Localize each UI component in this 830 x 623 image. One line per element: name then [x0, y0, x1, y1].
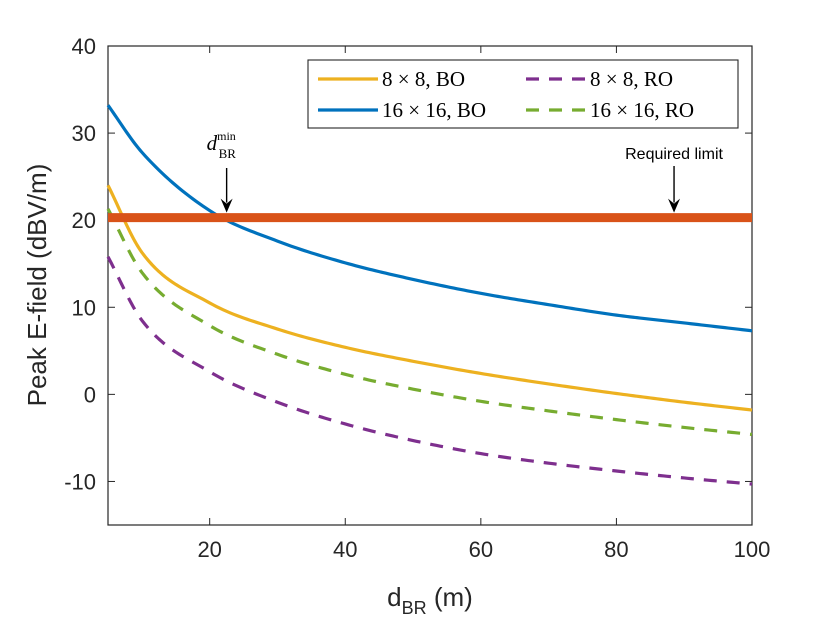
series-line-2	[106, 256, 753, 486]
series-layer	[106, 104, 753, 486]
series-line-3	[106, 208, 753, 437]
x-tick-label-4: 100	[734, 537, 771, 562]
x-tick-label-3: 80	[604, 537, 628, 562]
y-tick-label-0: -10	[64, 469, 96, 494]
plot-frame	[107, 45, 753, 526]
y-tick-label-2: 10	[72, 295, 96, 320]
legend-label-3: 16 × 16, RO	[590, 98, 694, 122]
dmin-arrow-head	[220, 198, 233, 213]
axis-ticks	[107, 45, 753, 526]
y-axis-label: Peak E-field (dBV/m)	[22, 164, 52, 407]
dmin-label: dmin	[207, 129, 236, 155]
x-axis-label-sub: BR	[402, 598, 427, 618]
legend-label-0: 8 × 8, BO	[382, 67, 465, 91]
x-tick-label-0: 20	[197, 537, 221, 562]
axis-tick-labels: 20 40 60 80 100 -10 0 10 20 30 40	[64, 34, 770, 562]
dmin-label-sup: min	[217, 129, 236, 143]
required-limit-arrow-head	[668, 198, 681, 213]
series-line-0	[106, 184, 753, 412]
dmin-label-sub: BR	[219, 146, 237, 161]
y-tick-label-3: 20	[72, 208, 96, 233]
x-axis-label-unit: (m)	[427, 582, 473, 612]
y-tick-label-4: 30	[72, 121, 96, 146]
series-line-1	[106, 104, 753, 333]
required-limit-label: Required limit	[625, 146, 723, 163]
legend-label-2: 8 × 8, RO	[590, 67, 673, 91]
x-axis-label-main: d	[387, 582, 401, 612]
y-tick-label-5: 40	[72, 34, 96, 59]
x-axis-label: dBR (m)	[387, 582, 473, 618]
legend-box	[307, 59, 739, 129]
x-tick-label-2: 60	[469, 537, 493, 562]
x-tick-label-1: 40	[333, 537, 357, 562]
y-tick-label-1: 0	[84, 382, 96, 407]
dmin-label-main: d	[207, 131, 218, 155]
legend: 8 × 8, BO 8 × 8, RO 16 × 16, BO 16 × 16, RO	[307, 59, 739, 129]
legend-label-1: 16 × 16, BO	[382, 98, 486, 122]
